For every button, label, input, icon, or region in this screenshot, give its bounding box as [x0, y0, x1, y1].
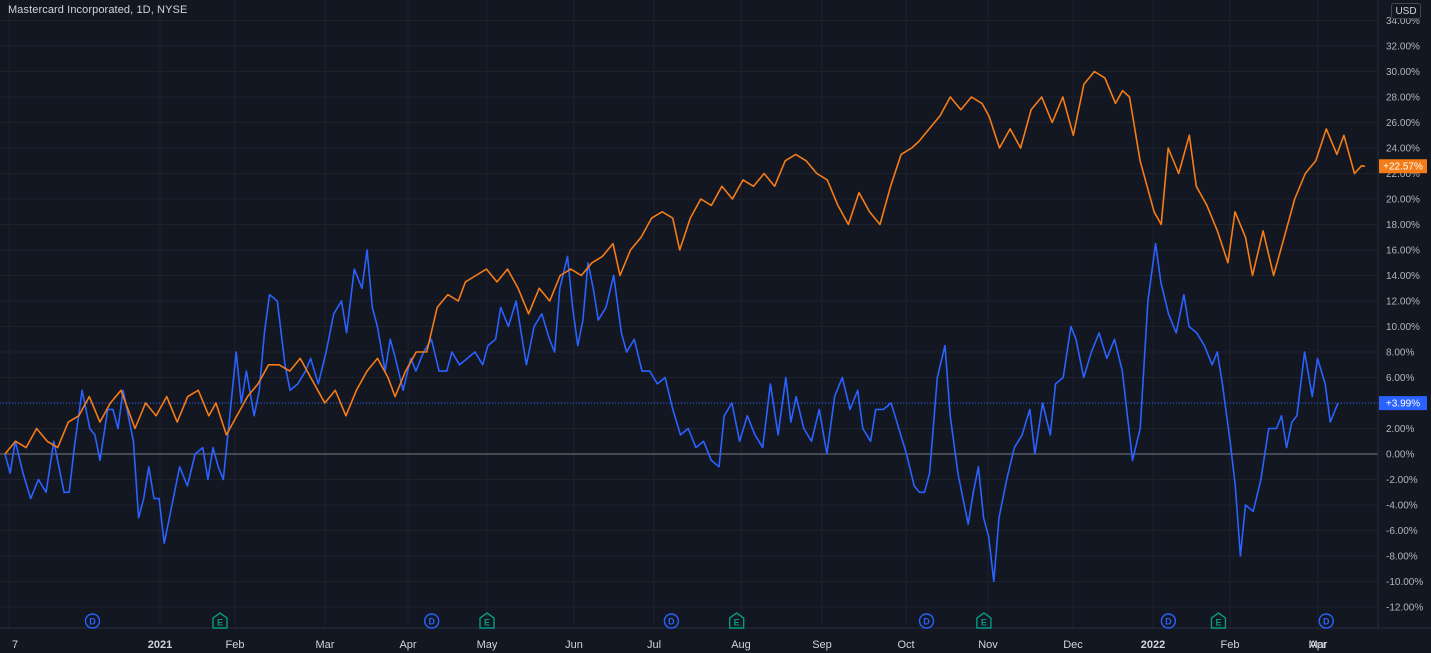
y-tick-label: 14.00% [1386, 271, 1420, 282]
y-tick-label: -8.00% [1386, 552, 1418, 563]
y-tick-label: 18.00% [1386, 220, 1420, 231]
earnings-icon-letter: E [734, 618, 740, 628]
y-tick-label: 12.00% [1386, 297, 1420, 308]
dividend-icon-letter: D [1165, 617, 1172, 627]
x-tick-label: 2022 [1141, 639, 1165, 651]
dividend-icon-letter: D [89, 617, 96, 627]
y-tick-label: 8.00% [1386, 348, 1414, 359]
y-tick-label: -10.00% [1386, 577, 1423, 588]
dividend-icon [663, 613, 680, 629]
x-tick-label: 2021 [148, 639, 172, 651]
x-tick-label: Jun [565, 639, 583, 651]
y-tick-label: 0.00% [1386, 450, 1414, 461]
y-tick-label: 2.00% [1386, 424, 1414, 435]
x-tick-label: Mar [316, 639, 335, 651]
x-tick-label: Apr [399, 639, 416, 651]
dividend-icon [84, 613, 101, 629]
dividend-icon-letter: D [428, 617, 435, 627]
y-tick-label: 34.00% [1386, 16, 1420, 27]
y-tick-label: -12.00% [1386, 603, 1423, 614]
dividend-icon [1318, 613, 1334, 629]
earnings-icon-letter: E [981, 618, 987, 628]
y-tick-label: -6.00% [1386, 526, 1418, 537]
y-tick-label: 10.00% [1386, 322, 1420, 333]
y-tick-label: 22.00% [1386, 169, 1420, 180]
y-tick-label: 32.00% [1386, 42, 1420, 53]
dividend-icon [424, 613, 440, 629]
y-tick-label: 26.00% [1386, 118, 1420, 129]
dividend-icon-letter: D [668, 617, 675, 627]
dividend-icon [918, 613, 935, 629]
chart-title: Mastercard Incorporated, 1D, NYSE [8, 4, 188, 16]
series-line-blue [4, 242, 1339, 583]
x-tick-label: Oct [897, 639, 914, 651]
y-tick-label: 30.00% [1386, 67, 1420, 78]
earnings-icon [728, 612, 745, 629]
dividend-icon-letter: D [923, 617, 930, 627]
currency-button[interactable]: USD [1391, 3, 1421, 19]
earnings-icon-letter: E [484, 618, 490, 628]
earnings-icon [212, 612, 228, 629]
dividend-icon [1160, 613, 1177, 629]
series-line-orange [4, 70, 1366, 455]
earnings-icon-letter: E [1215, 618, 1221, 628]
dividend-icon-letter: D [1323, 617, 1330, 627]
y-tick-label: 16.00% [1386, 246, 1420, 257]
y-tick-label: 28.00% [1386, 93, 1420, 104]
x-tick-label: 7 [12, 639, 18, 651]
y-tick-label: 24.00% [1386, 144, 1420, 155]
earnings-icon [479, 612, 495, 629]
last-value-text: +3.99% [1386, 399, 1420, 410]
x-tick-label: Mar [1309, 639, 1328, 651]
last-value-text: +22.57% [1383, 162, 1423, 173]
y-tick-label: -2.00% [1386, 475, 1418, 486]
last-value-badge-orange [1379, 159, 1427, 174]
earnings-icon [1210, 612, 1227, 629]
x-tick-label: Feb [226, 639, 245, 651]
x-tick-label: Dec [1063, 639, 1083, 651]
x-tick-label: Feb [1221, 639, 1240, 651]
earnings-icon-letter: E [217, 618, 223, 628]
y-tick-label: -4.00% [1386, 501, 1418, 512]
x-tick-label: May [477, 639, 498, 651]
last-value-badge-blue [1379, 396, 1427, 411]
price-axis-bg [1378, 0, 1431, 653]
x-tick-label: Jul [647, 639, 661, 651]
x-tick-label: Nov [978, 639, 998, 651]
y-tick-label: 20.00% [1386, 195, 1420, 206]
x-tick-label: Aug [731, 639, 751, 651]
x-tick-label: Apr [1309, 639, 1326, 651]
earnings-icon [976, 612, 992, 629]
x-tick-label: Sep [812, 639, 832, 651]
y-tick-label: 6.00% [1386, 373, 1414, 384]
